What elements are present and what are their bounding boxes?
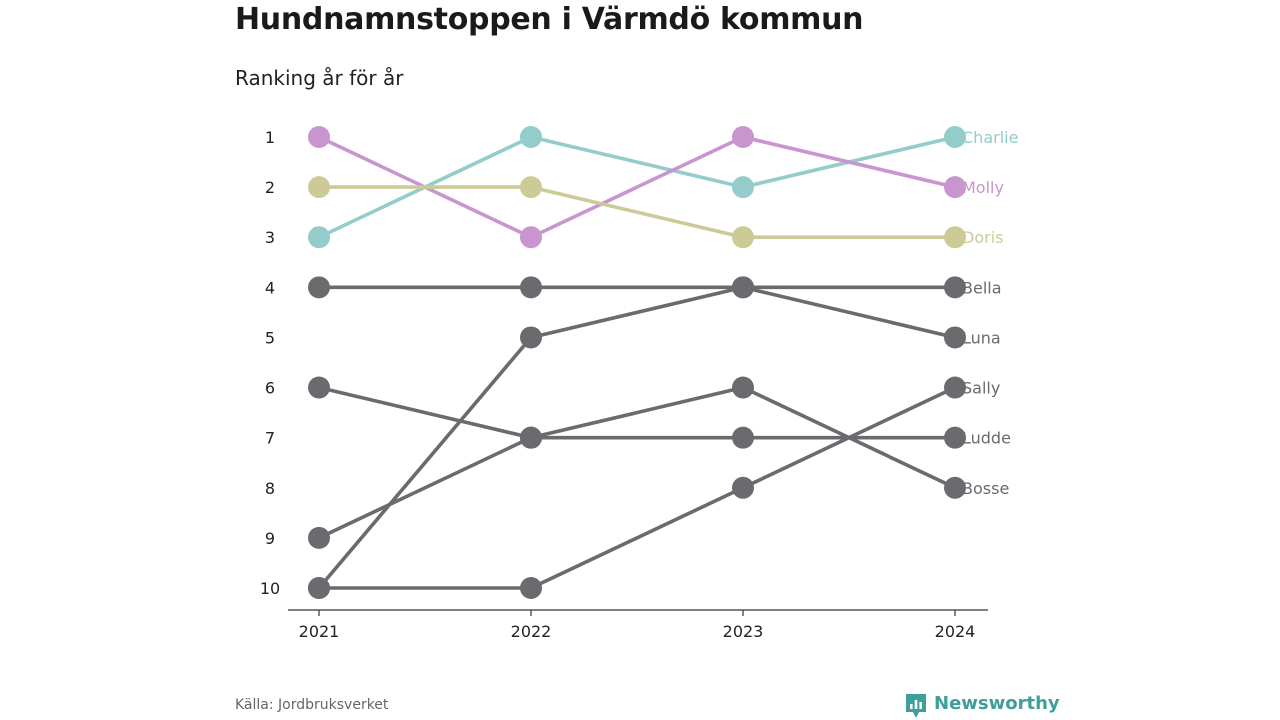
series-bosse bbox=[308, 376, 966, 549]
source-note: Källa: Jordbruksverket bbox=[235, 697, 389, 713]
point-charlie-2023 bbox=[732, 176, 754, 199]
point-ludde-2021 bbox=[308, 376, 330, 399]
point-doris-2023 bbox=[732, 226, 754, 249]
x-tick-label: 2023 bbox=[723, 622, 764, 641]
point-luna-2024 bbox=[944, 326, 966, 349]
series-line-sally bbox=[317, 385, 957, 590]
point-molly-2023 bbox=[732, 126, 754, 148]
series-label-ludde: Ludde bbox=[962, 429, 1011, 448]
point-charlie-2024 bbox=[944, 126, 966, 148]
series-labels: Bella Luna Sally Ludde Bosse Charlie Molly Dori… bbox=[962, 128, 1018, 498]
point-bosse-2024 bbox=[944, 476, 966, 499]
series-doris bbox=[308, 176, 966, 249]
point-bella-2024 bbox=[944, 276, 966, 299]
point-doris-2024 bbox=[944, 226, 966, 249]
newsworthy-logo-icon bbox=[906, 694, 926, 718]
series-label-sally: Sally bbox=[962, 379, 1000, 398]
y-tick-label: 3 bbox=[265, 228, 275, 247]
point-bosse-2023 bbox=[732, 376, 754, 399]
point-molly-2021 bbox=[308, 126, 330, 148]
y-tick-label: 4 bbox=[265, 278, 275, 297]
point-ludde-2023 bbox=[732, 426, 754, 449]
point-bella-2021 bbox=[308, 276, 330, 299]
series-lines bbox=[308, 126, 966, 599]
x-tick-label: 2024 bbox=[935, 622, 976, 641]
series-line-bosse bbox=[317, 385, 957, 540]
brand-name: Newsworthy bbox=[934, 693, 1060, 714]
x-tick-label: 2021 bbox=[299, 622, 340, 641]
point-molly-2024 bbox=[944, 176, 966, 199]
series-label-charlie: Charlie bbox=[962, 128, 1018, 147]
y-tick-label: 8 bbox=[265, 479, 275, 498]
newsworthy-brand: Newsworthy bbox=[904, 692, 1060, 720]
x-tick-label: 2022 bbox=[511, 622, 552, 641]
point-sally-2023 bbox=[732, 476, 754, 499]
y-tick-label: 10 bbox=[260, 579, 280, 598]
point-molly-2022 bbox=[520, 226, 542, 249]
point-bosse-2022 bbox=[520, 426, 542, 449]
point-charlie-2021 bbox=[308, 226, 330, 249]
point-luna-2023 bbox=[732, 276, 754, 299]
point-sally-2021 bbox=[308, 577, 330, 599]
series-label-doris: Doris bbox=[962, 228, 1003, 247]
point-doris-2021 bbox=[308, 176, 330, 199]
series-label-bella: Bella bbox=[962, 278, 1002, 297]
point-luna-2022 bbox=[520, 326, 542, 349]
series-label-molly: Molly bbox=[962, 178, 1004, 197]
series-line-doris bbox=[317, 185, 957, 240]
series-bella bbox=[308, 276, 966, 299]
y-tick-label: 1 bbox=[265, 128, 275, 147]
series-label-bosse: Bosse bbox=[962, 479, 1009, 498]
y-tick-label: 7 bbox=[265, 429, 275, 448]
point-charlie-2022 bbox=[520, 126, 542, 148]
y-tick-label: 2 bbox=[265, 178, 275, 197]
point-doris-2022 bbox=[520, 176, 542, 199]
point-bosse-2021 bbox=[308, 526, 330, 549]
series-line-luna bbox=[317, 285, 957, 590]
point-ludde-2024 bbox=[944, 426, 966, 449]
y-tick-label: 9 bbox=[265, 529, 275, 548]
y-tick-label: 6 bbox=[265, 379, 275, 398]
y-tick-label: 5 bbox=[265, 328, 275, 347]
point-sally-2024 bbox=[944, 376, 966, 399]
point-sally-2022 bbox=[520, 577, 542, 599]
chart-subtitle: Ranking år för år bbox=[235, 66, 404, 90]
point-bella-2022 bbox=[520, 276, 542, 299]
axis-layer: 2021 2022 2023 2024 1 2 3 4 5 6 7 8 9 10 bbox=[260, 128, 988, 641]
chart-title: Hundnamnstoppen i Värmdö kommun bbox=[235, 2, 864, 37]
series-label-luna: Luna bbox=[962, 328, 1001, 347]
